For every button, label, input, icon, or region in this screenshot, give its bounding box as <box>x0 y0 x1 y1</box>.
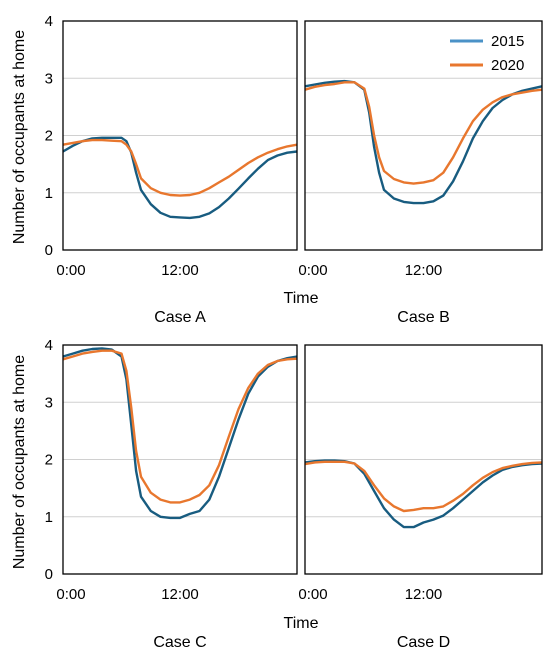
panel-case-b: 0:00 12:00 Case B <box>298 20 543 326</box>
panel-case-a: 0 1 2 3 4 0:00 12:00 Case A <box>45 13 298 326</box>
y-tick-label: 1 <box>45 509 53 526</box>
series-line-2015 <box>304 79 543 205</box>
legend: 2015 2020 <box>450 33 524 74</box>
y-tick-label: 1 <box>45 185 53 202</box>
panels: 0 1 2 3 4 0:00 12:00 Case A 0:00 12:00 Case B 0 1 2 3 4… <box>45 13 543 651</box>
x-tick-label: 0:00 <box>298 586 327 603</box>
series-line-2020 <box>62 349 298 504</box>
y-tick-label: 0 <box>45 242 53 259</box>
y-axis-title-top: Number of occupants at home <box>11 30 28 244</box>
series-line-2015 <box>62 136 298 220</box>
panel-label-case-d: Case D <box>397 634 450 651</box>
y-tick-label: 3 <box>45 70 53 87</box>
series-line-2020 <box>304 81 543 185</box>
legend-label-2015: 2015 <box>491 33 524 50</box>
x-tick-label: 12:00 <box>405 586 443 603</box>
x-tick-label: 12:00 <box>161 586 199 603</box>
plot-frame <box>304 20 543 251</box>
y-tick-label: 2 <box>45 128 53 145</box>
panel-case-c: 0 1 2 3 4 0:00 12:00 Case C <box>45 337 298 651</box>
panel-case-d: 0:00 12:00 Case D <box>298 344 543 651</box>
x-axis-title-bottom: Time <box>284 615 319 632</box>
x-tick-label: 12:00 <box>405 262 443 279</box>
series-line-2020 <box>304 460 543 513</box>
panel-label-case-a: Case A <box>154 309 206 326</box>
x-tick-label: 0:00 <box>298 262 327 279</box>
y-tick-label: 4 <box>45 337 53 354</box>
series-line-2020 <box>62 138 298 197</box>
x-tick-label: 12:00 <box>161 262 199 279</box>
plot-frame <box>62 344 298 575</box>
y-axis-title-bottom: Number of occupants at home <box>11 355 28 569</box>
y-tick-label: 0 <box>45 566 53 583</box>
y-tick-label: 2 <box>45 452 53 469</box>
plot-frame <box>62 20 298 251</box>
plot-frame <box>304 344 543 575</box>
x-tick-label: 0:00 <box>56 262 85 279</box>
panel-label-case-b: Case B <box>397 309 449 326</box>
legend-label-2020: 2020 <box>491 57 524 74</box>
y-tick-label: 3 <box>45 394 53 411</box>
x-tick-label: 0:00 <box>56 586 85 603</box>
y-tick-label: 4 <box>45 13 53 30</box>
panel-label-case-c: Case C <box>153 634 206 651</box>
series-line-2015 <box>62 347 298 520</box>
x-axis-title-top: Time <box>284 290 319 307</box>
